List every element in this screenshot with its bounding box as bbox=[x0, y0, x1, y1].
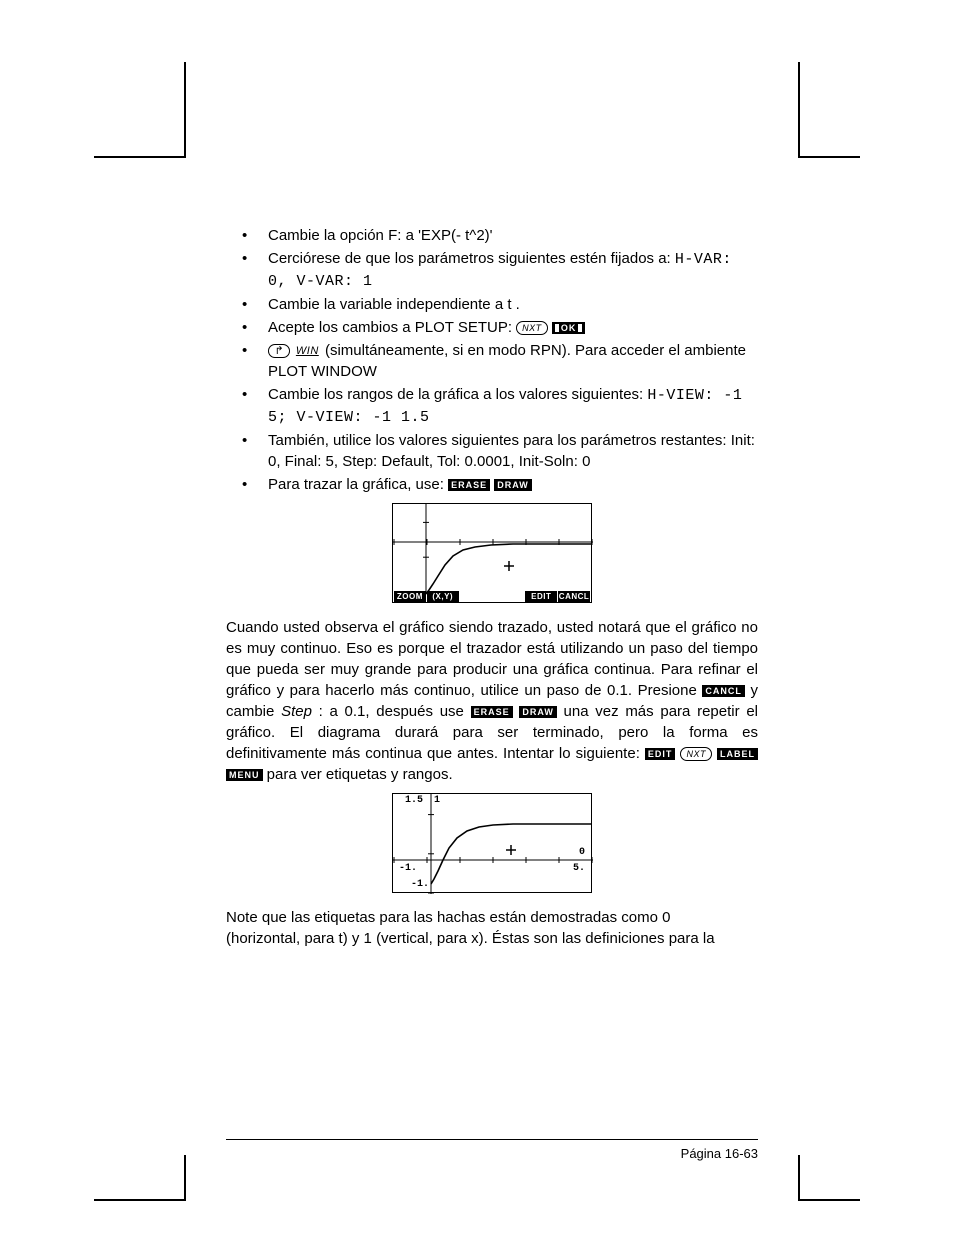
text: : a 0.1, después use bbox=[312, 703, 471, 720]
y-max-label: 1.5 bbox=[405, 796, 423, 806]
footer-rule bbox=[226, 1139, 758, 1140]
text: Note que las etiquetas para las hachas e… bbox=[226, 909, 670, 926]
win-key: WIN bbox=[294, 345, 321, 357]
y-min-label: -1. bbox=[411, 880, 429, 890]
text: Cambie los rangos de la gráfica a los va… bbox=[268, 386, 647, 403]
text: Para trazar la gráfica, use: bbox=[268, 476, 448, 493]
plot1-menu: ZOOM(X,Y) EDITCANCL bbox=[393, 591, 591, 602]
zoom-softkey: ZOOM bbox=[394, 591, 426, 602]
instruction-list: Cambie la opción F: a 'EXP(- t^2)' Cerci… bbox=[226, 225, 758, 495]
draw-softkey: DRAW bbox=[519, 706, 557, 718]
crop-mark bbox=[798, 1155, 800, 1201]
nxt-key: NXT bbox=[680, 747, 712, 761]
list-item: Cambie los rangos de la gráfica a los va… bbox=[268, 384, 758, 428]
list-item: Cambie la opción F: a 'EXP(- t^2)' bbox=[268, 225, 758, 246]
page: Cambie la opción F: a 'EXP(- t^2)' Cerci… bbox=[0, 0, 954, 1235]
softkey-empty bbox=[460, 591, 492, 602]
text: Cuando usted observa el gráfico siendo t… bbox=[226, 619, 758, 699]
italic-text: Step bbox=[281, 703, 312, 720]
list-item: También, utilice los valores siguientes … bbox=[268, 430, 758, 472]
cancl-softkey: CANCL bbox=[702, 685, 745, 697]
label-softkey: LABEL bbox=[717, 748, 758, 760]
text: para ver etiquetas y rangos. bbox=[263, 766, 453, 783]
list-item: Para trazar la gráfica, use: ERASE DRAW bbox=[268, 474, 758, 495]
page-number: Página 16-63 bbox=[681, 1146, 758, 1161]
text: Acepte los cambios a PLOT SETUP: bbox=[268, 319, 516, 336]
text: También, utilice los valores siguientes … bbox=[268, 432, 755, 470]
content-column: Cambie la opción F: a 'EXP(- t^2)' Cerci… bbox=[226, 225, 758, 949]
crop-mark bbox=[798, 156, 860, 158]
y-axis-top-label: 1 bbox=[434, 796, 440, 806]
edit-softkey: EDIT bbox=[645, 748, 676, 760]
erase-softkey: ERASE bbox=[448, 479, 490, 491]
plot1-wrap: ZOOM(X,Y) EDITCANCL bbox=[226, 503, 758, 603]
ok-softkey: OK bbox=[552, 322, 586, 334]
crop-mark bbox=[184, 1155, 186, 1201]
cancl-softkey: CANCL bbox=[558, 591, 590, 602]
erase-softkey: ERASE bbox=[471, 706, 513, 718]
crop-mark bbox=[798, 62, 800, 158]
shift-left-key bbox=[268, 344, 290, 358]
crop-mark bbox=[184, 62, 186, 158]
list-item: Acepte los cambios a PLOT SETUP: NXT OK bbox=[268, 317, 758, 338]
text: (horizontal, para t) y 1 (vertical, para… bbox=[226, 930, 715, 947]
xy-softkey: (X,Y) bbox=[427, 591, 459, 602]
plot1: ZOOM(X,Y) EDITCANCL bbox=[392, 503, 592, 603]
list-item: Cambie la variable independiente a t . bbox=[268, 294, 758, 315]
crop-mark bbox=[94, 1199, 184, 1201]
edit-softkey: EDIT bbox=[525, 591, 557, 602]
paragraph-1: Cuando usted observa el gráfico siendo t… bbox=[226, 617, 758, 785]
nxt-key: NXT bbox=[516, 321, 548, 335]
menu-softkey: MENU bbox=[226, 769, 263, 781]
plot2: 1.5 1 -1. 5. 0 -1. bbox=[392, 793, 592, 893]
draw-softkey: DRAW bbox=[494, 479, 532, 491]
x-max-label: 5. bbox=[573, 864, 585, 874]
text: Cambie la opción F: a 'EXP(- t^2)' bbox=[268, 227, 493, 244]
text: Cambie la variable independiente a t . bbox=[268, 296, 520, 313]
crop-mark bbox=[94, 156, 184, 158]
x-min-label: -1. bbox=[399, 864, 417, 874]
paragraph-2: Note que las etiquetas para las hachas e… bbox=[226, 907, 758, 949]
list-item: WIN (simultáneamente, si en modo RPN). P… bbox=[268, 340, 758, 382]
text: Cerciórese de que los parámetros siguien… bbox=[268, 250, 675, 267]
list-item: Cerciórese de que los parámetros siguien… bbox=[268, 248, 758, 292]
plot1-svg bbox=[393, 504, 593, 604]
x-axis-right-label: 0 bbox=[579, 848, 585, 858]
softkey-empty bbox=[492, 591, 524, 602]
plot2-wrap: 1.5 1 -1. 5. 0 -1. bbox=[226, 793, 758, 893]
text: (simultáneamente, si en modo RPN). Para … bbox=[268, 342, 746, 380]
crop-mark bbox=[798, 1199, 860, 1201]
